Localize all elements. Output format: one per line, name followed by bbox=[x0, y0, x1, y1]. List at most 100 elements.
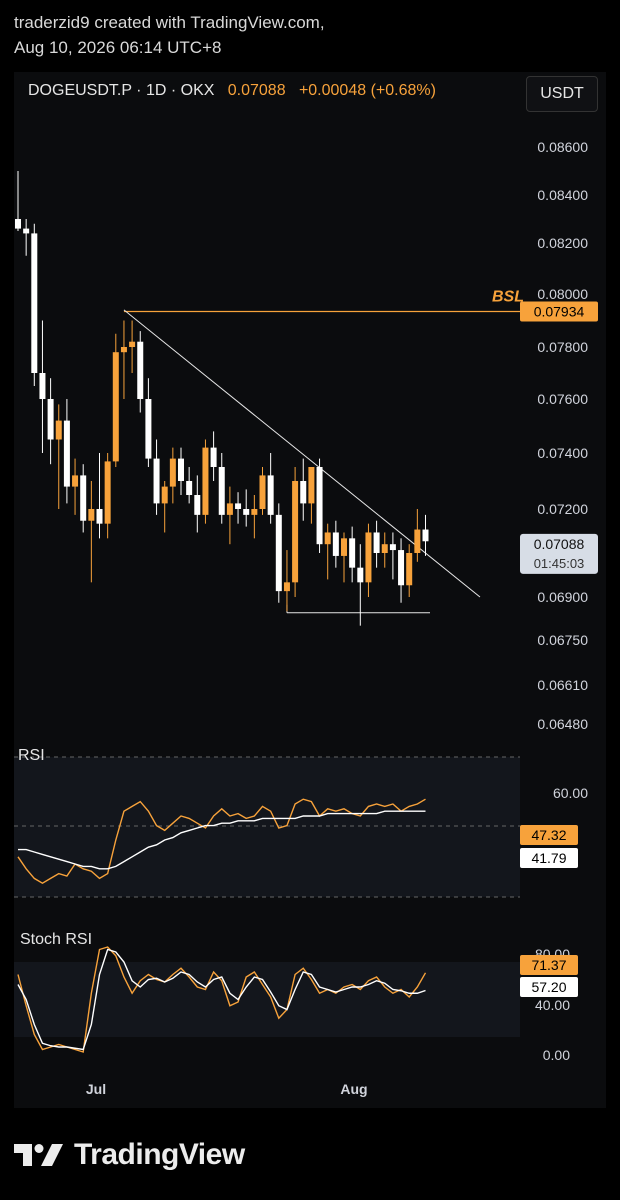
candle-body bbox=[332, 532, 339, 556]
chart-area[interactable]: DOGEUSDT.P · 1D · OKX 0.07088 +0.00048 (… bbox=[14, 72, 606, 1108]
price-tick-label: 0.08400 bbox=[537, 187, 588, 203]
candle-body bbox=[186, 481, 193, 495]
price-tick-label: 0.06750 bbox=[537, 632, 588, 648]
candle-body bbox=[161, 486, 168, 504]
candle-body bbox=[15, 219, 21, 229]
rsi-band-background bbox=[14, 757, 520, 897]
candle-body bbox=[112, 352, 119, 462]
candle-body bbox=[194, 495, 201, 515]
candle-body bbox=[39, 373, 46, 399]
candle-body bbox=[72, 475, 79, 487]
candle-body bbox=[349, 538, 356, 568]
candle-body bbox=[47, 399, 54, 440]
candle-body bbox=[235, 503, 242, 509]
candle-body bbox=[283, 582, 290, 592]
candle-body bbox=[218, 467, 225, 515]
tradingview-logo-icon bbox=[14, 1144, 63, 1166]
stoch-band-background bbox=[14, 962, 520, 1037]
last-price: 0.07088 bbox=[227, 82, 286, 99]
candle-body bbox=[88, 509, 95, 521]
rsi-ma-value-label: 41.79 bbox=[531, 850, 566, 866]
rsi-tick-label: 60.00 bbox=[553, 785, 588, 801]
price-tick-label: 0.06610 bbox=[537, 677, 588, 693]
stoch-tick-label: 40.00 bbox=[535, 997, 570, 1013]
stoch-k-value-label: 71.37 bbox=[531, 957, 566, 973]
candle-body bbox=[178, 458, 184, 481]
candle-body bbox=[316, 467, 323, 545]
candle-body bbox=[292, 481, 299, 583]
candle-body bbox=[251, 509, 258, 515]
symbol-name: DOGEUSDT.P · 1D · OKX bbox=[28, 82, 215, 99]
stoch-title: Stoch RSI bbox=[20, 931, 92, 948]
candle-body bbox=[63, 420, 70, 487]
candle-body bbox=[80, 475, 87, 521]
stoch-d-value-tag bbox=[520, 977, 578, 997]
price-change: +0.00048 (+0.68%) bbox=[298, 82, 436, 99]
price-tick-label: 0.08600 bbox=[537, 139, 588, 155]
footer-brand: TradingView bbox=[14, 1138, 245, 1172]
candle-body bbox=[422, 529, 429, 542]
descending-trendline bbox=[123, 309, 481, 598]
candle-body bbox=[226, 503, 233, 515]
price-tick-label: 0.06480 bbox=[537, 716, 588, 732]
candle-body bbox=[398, 550, 405, 586]
candle-body bbox=[365, 532, 372, 583]
candle-body bbox=[137, 341, 144, 399]
countdown-label: 01:45:03 bbox=[534, 556, 585, 571]
x-tick-label: Aug bbox=[340, 1081, 367, 1097]
candle-body bbox=[275, 514, 282, 592]
bsl-label: BSL bbox=[492, 288, 524, 305]
price-tick-label: 0.08000 bbox=[537, 286, 588, 302]
candle-body bbox=[243, 509, 250, 515]
chart-canvas: 0.08600 0.08400 0.08200 0.08000 0.07800 0.076… bbox=[14, 139, 598, 1097]
candle-body bbox=[31, 233, 38, 373]
candle-body bbox=[145, 399, 152, 459]
stoch-k-line bbox=[17, 946, 427, 1053]
candle-body bbox=[169, 458, 176, 487]
candle-body bbox=[202, 447, 209, 515]
share-header: traderzid9 created with TradingView.com,… bbox=[14, 10, 325, 60]
candle-body bbox=[267, 475, 274, 515]
brand-name: TradingView bbox=[74, 1138, 245, 1171]
price-tick-label: 0.07400 bbox=[537, 445, 588, 461]
candle-body bbox=[389, 544, 396, 551]
symbol-legend: DOGEUSDT.P · 1D · OKX 0.07088 +0.00048 (… bbox=[28, 82, 436, 100]
candle-body bbox=[308, 467, 315, 504]
rsi-ma-line bbox=[18, 810, 426, 870]
candle-body bbox=[153, 458, 160, 504]
rsi-line bbox=[17, 798, 426, 885]
candle-body bbox=[259, 475, 266, 509]
price-tick-label: 0.06900 bbox=[537, 589, 588, 605]
price-tick-label: 0.07600 bbox=[537, 391, 588, 407]
price-tick-label: 0.07200 bbox=[537, 501, 588, 517]
last-price-tag-label: 0.07088 bbox=[534, 536, 585, 552]
rsi-value-label: 47.32 bbox=[531, 827, 566, 843]
x-tick-label: Jul bbox=[86, 1081, 106, 1097]
stoch-k-value-tag bbox=[520, 955, 578, 975]
timestamp-line: Aug 10, 2026 06:14 UTC+8 bbox=[14, 38, 222, 57]
candle-body bbox=[341, 538, 347, 556]
candle-body bbox=[96, 509, 103, 524]
candle-body bbox=[373, 532, 380, 553]
bsl-price-label: 0.07934 bbox=[534, 303, 585, 319]
rsi-ma-value-tag bbox=[520, 848, 578, 868]
price-tick-label: 0.08200 bbox=[537, 235, 588, 251]
candle-body bbox=[357, 567, 364, 583]
stoch-d-line bbox=[17, 948, 426, 1051]
candle-body bbox=[300, 481, 307, 504]
candle-body bbox=[104, 461, 111, 524]
candle-body bbox=[406, 553, 413, 586]
last-price-tag bbox=[520, 533, 598, 574]
candle-body bbox=[414, 529, 421, 553]
stoch-tick-label: 0.00 bbox=[543, 1047, 570, 1063]
candle-body bbox=[23, 228, 30, 234]
candle-body bbox=[381, 544, 388, 553]
candle-body bbox=[324, 532, 331, 545]
candle-body bbox=[210, 447, 217, 467]
rsi-value-tag bbox=[520, 825, 578, 845]
candle-body bbox=[129, 341, 136, 347]
rsi-title: RSI bbox=[18, 747, 45, 764]
candle-body bbox=[55, 420, 62, 440]
currency-button[interactable]: USDT bbox=[526, 76, 598, 112]
stoch-d-value-label: 57.20 bbox=[531, 979, 566, 995]
